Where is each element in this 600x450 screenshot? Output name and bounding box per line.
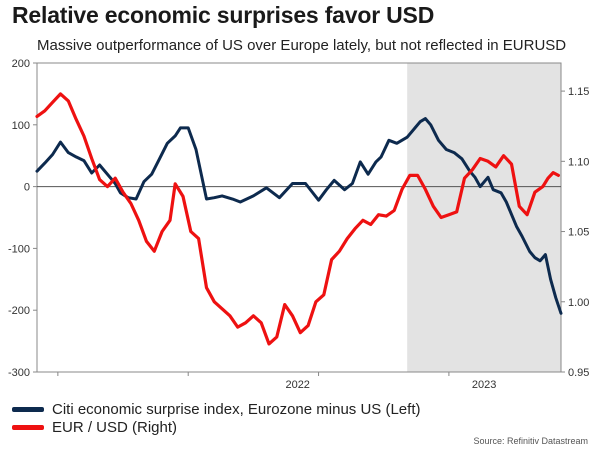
y-right-tick-label: 1.00 <box>568 297 589 309</box>
y-right-tick-label: 1.15 <box>568 86 589 98</box>
y-left-tick-label: -100 <box>8 243 30 255</box>
legend-item-eurusd: EUR / USD (Right) <box>12 418 177 436</box>
chart-subtitle: Massive outperformance of US over Europe… <box>37 37 567 54</box>
legend-item-surprise-index: Citi economic surprise index, Eurozone m… <box>12 400 420 418</box>
x-tick-label: 2023 <box>472 379 496 391</box>
x-tick-label: 2022 <box>285 379 309 391</box>
source-note: Source: Refinitiv Datastream <box>473 436 588 446</box>
y-right-tick-label: 1.05 <box>568 227 589 239</box>
legend-swatch-red <box>12 424 44 430</box>
legend-swatch-navy <box>12 406 44 412</box>
legend-label-surprise-index: Citi economic surprise index, Eurozone m… <box>52 400 421 418</box>
legend-label-eurusd: EUR / USD (Right) <box>52 418 178 436</box>
y-left-tick-label: -200 <box>8 305 30 317</box>
y-left-tick-label: -300 <box>8 367 30 379</box>
series-line-eurusd <box>35 92 561 346</box>
plot-frame <box>36 62 562 373</box>
y-right-tick-label: 0.95 <box>568 367 589 379</box>
y-right-tick-label: 1.10 <box>568 156 589 168</box>
y-left-tick-label: 100 <box>12 120 30 132</box>
chart-title: Relative economic surprises favor USD <box>12 2 435 28</box>
y-left-tick-label: 0 <box>24 182 30 194</box>
shaded-period <box>407 63 561 372</box>
y-left-tick-label: 200 <box>12 58 30 70</box>
